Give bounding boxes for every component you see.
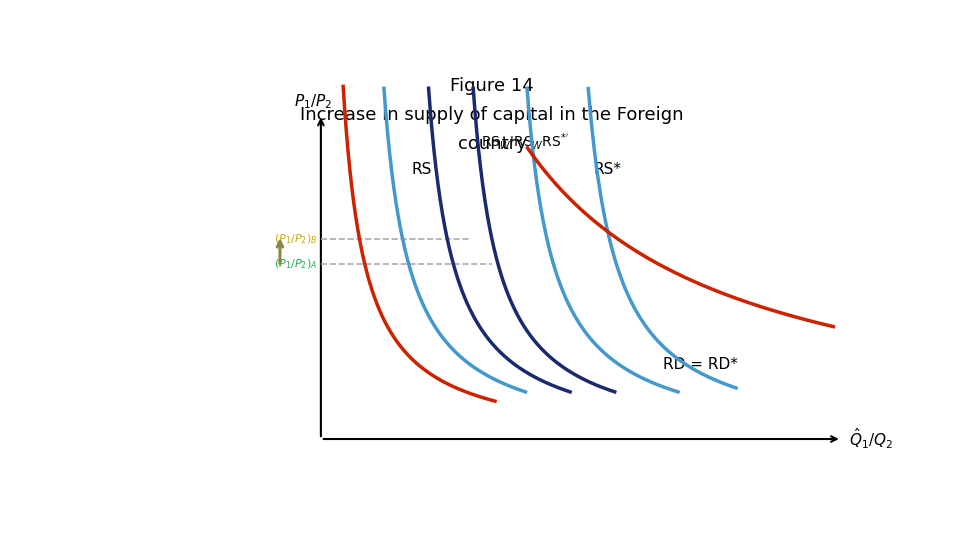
Text: RS*: RS* [593,162,621,177]
Text: RD = RD*: RD = RD* [663,357,738,372]
Text: RS$_W$'RS$_W$RS$^{*'}$: RS$_W$'RS$_W$RS$^{*'}$ [481,132,569,152]
Text: RS: RS [411,162,431,177]
Text: $(P_1/P_2)_A$: $(P_1/P_2)_A$ [274,258,317,271]
Text: $\hat{Q}_1/Q_2$: $\hat{Q}_1/Q_2$ [849,427,894,451]
Text: country: country [458,136,526,153]
Text: Figure 14: Figure 14 [450,77,534,95]
Text: Increase in supply of capital in the Foreign: Increase in supply of capital in the For… [300,106,684,124]
Text: $(P_1/P_2)_B$: $(P_1/P_2)_B$ [274,233,317,246]
Text: $P_1/P_2$: $P_1/P_2$ [294,92,333,111]
